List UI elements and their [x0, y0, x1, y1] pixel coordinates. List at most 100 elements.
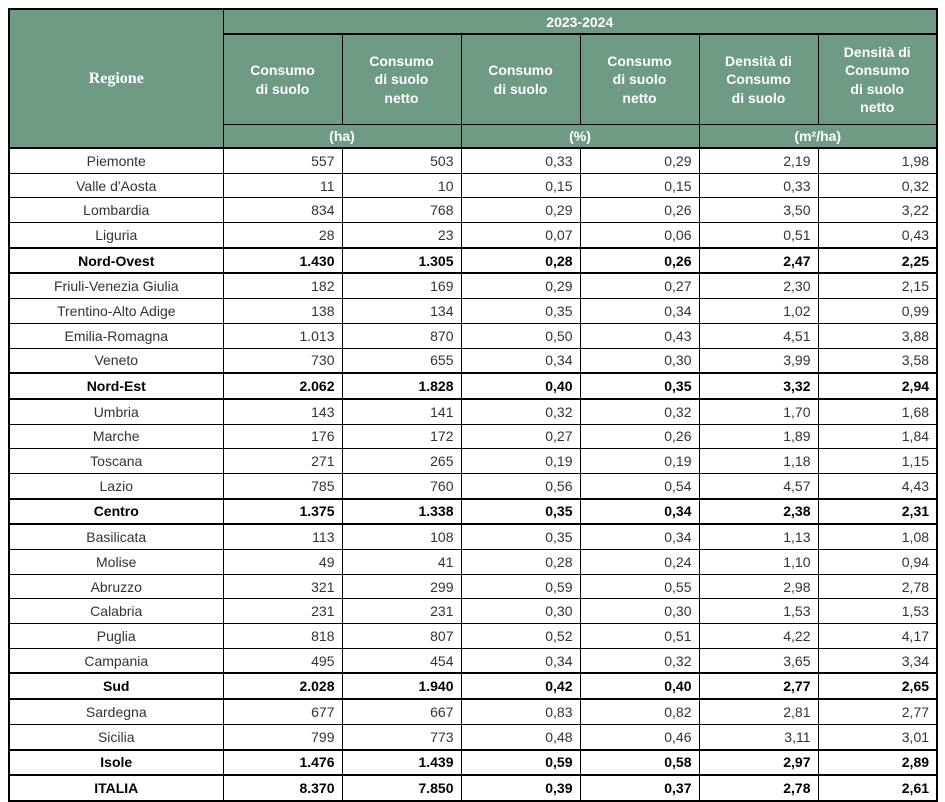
value-cell: 0,15 — [579, 172, 700, 199]
value-cell: 0,94 — [817, 549, 938, 575]
table-row: Valle d'Aosta 11 10 0,15 0,15 0,33 0,32 — [8, 172, 938, 199]
value-cell: 0,30 — [579, 347, 700, 374]
value-cell: 2,31 — [817, 497, 938, 526]
value-cell: 2,97 — [698, 748, 819, 777]
value-cell: 141 — [341, 398, 462, 425]
value-cell: 1,08 — [817, 523, 938, 551]
value-cell: 2,89 — [817, 748, 938, 777]
value-cell: 0,83 — [460, 698, 581, 725]
value-cell: 0,43 — [579, 322, 700, 349]
value-cell: 0,35 — [460, 298, 581, 324]
region-name-cell: Liguria — [8, 222, 224, 249]
value-cell: 0,51 — [698, 222, 819, 249]
region-name-cell: Molise — [8, 549, 224, 575]
value-cell: 0,29 — [579, 147, 700, 174]
value-cell: 2,98 — [698, 573, 819, 600]
region-name-cell: Centro — [8, 497, 224, 526]
region-name-cell: Abruzzo — [8, 573, 224, 600]
value-cell: 0,27 — [579, 272, 700, 300]
value-cell: 768 — [341, 197, 462, 224]
value-cell: 265 — [341, 448, 462, 474]
value-cell: 730 — [222, 347, 343, 374]
value-cell: 1,89 — [698, 423, 819, 450]
value-cell: 271 — [222, 448, 343, 474]
value-cell: 0,52 — [460, 623, 581, 649]
region-name-cell: Toscana — [8, 448, 224, 474]
value-cell: 138 — [222, 298, 343, 324]
value-cell: 0,34 — [460, 347, 581, 374]
region-name-cell: Lombardia — [8, 197, 224, 224]
value-cell: 2.028 — [222, 672, 343, 701]
region-name-cell: Umbria — [8, 398, 224, 425]
value-cell: 7.850 — [341, 774, 462, 802]
value-cell: 4,43 — [817, 472, 938, 500]
value-cell: 0,30 — [579, 598, 700, 625]
value-cell: 2,47 — [698, 246, 819, 275]
region-name-cell: Sicilia — [8, 723, 224, 751]
table-row: Toscana 271 265 0,19 0,19 1,18 1,15 — [8, 448, 938, 474]
value-cell: 1.940 — [341, 672, 462, 701]
value-cell: 0,48 — [460, 723, 581, 751]
column-header-densita: Densità di Consumo di suolo — [698, 33, 819, 125]
summary-row: Isole 1.476 1.439 0,59 0,58 2,97 2,89 — [8, 748, 938, 777]
value-cell: 0,27 — [460, 423, 581, 450]
region-name-cell: Basilicata — [8, 523, 224, 551]
table-row: Abruzzo 321 299 0,59 0,55 2,98 2,78 — [8, 573, 938, 600]
value-cell: 1,68 — [817, 398, 938, 425]
value-cell: 0,58 — [579, 748, 700, 777]
value-cell: 2,77 — [698, 672, 819, 701]
region-name-cell: Piemonte — [8, 147, 224, 174]
value-cell: 0,19 — [579, 448, 700, 474]
region-name-cell: Isole — [8, 748, 224, 777]
value-cell: 0,19 — [460, 448, 581, 474]
value-cell: 2,65 — [817, 672, 938, 701]
summary-row: Nord-Ovest 1.430 1.305 0,28 0,26 2,47 2,25 — [8, 246, 938, 275]
value-cell: 0,37 — [579, 774, 700, 802]
value-cell: 41 — [341, 549, 462, 575]
value-cell: 1,53 — [698, 598, 819, 625]
value-cell: 108 — [341, 523, 462, 551]
value-cell: 1.338 — [341, 497, 462, 526]
value-cell: 321 — [222, 573, 343, 600]
value-cell: 870 — [341, 322, 462, 349]
table-row: Calabria 231 231 0,30 0,30 1,53 1,53 — [8, 598, 938, 625]
value-cell: 557 — [222, 147, 343, 174]
value-cell: 818 — [222, 623, 343, 649]
value-cell: 3,11 — [698, 723, 819, 751]
value-cell: 1,18 — [698, 448, 819, 474]
value-cell: 0,32 — [817, 172, 938, 199]
value-cell: 3,01 — [817, 723, 938, 751]
value-cell: 0,26 — [579, 246, 700, 275]
value-cell: 0,28 — [460, 549, 581, 575]
value-cell: 0,33 — [698, 172, 819, 199]
value-cell: 785 — [222, 472, 343, 500]
value-cell: 2,38 — [698, 497, 819, 526]
value-cell: 0,29 — [460, 272, 581, 300]
column-header-densita-netto: Densità di Consumo di suolo netto — [817, 33, 938, 125]
value-cell: 0,34 — [579, 298, 700, 324]
region-name-cell: Sardegna — [8, 698, 224, 725]
region-name-cell: Campania — [8, 647, 224, 674]
value-cell: 0,06 — [579, 222, 700, 249]
column-header-consumo-netto-ha: Consumo di suolo netto — [341, 33, 462, 125]
unit-header-m2ha: (m²/ha) — [698, 124, 938, 149]
value-cell: 4,17 — [817, 623, 938, 649]
value-cell: 807 — [341, 623, 462, 649]
table-row: Basilicata 113 108 0,35 0,34 1,13 1,08 — [8, 523, 938, 551]
value-cell: 454 — [341, 647, 462, 674]
value-cell: 2,30 — [698, 272, 819, 300]
region-name-cell: Nord-Ovest — [8, 246, 224, 275]
value-cell: 3,65 — [698, 647, 819, 674]
table-row: Veneto 730 655 0,34 0,30 3,99 3,58 — [8, 347, 938, 374]
table-row: Umbria 143 141 0,32 0,32 1,70 1,68 — [8, 398, 938, 425]
region-name-cell: Lazio — [8, 472, 224, 500]
value-cell: 667 — [341, 698, 462, 725]
value-cell: 2,81 — [698, 698, 819, 725]
value-cell: 0,30 — [460, 598, 581, 625]
value-cell: 169 — [341, 272, 462, 300]
value-cell: 3,50 — [698, 197, 819, 224]
value-cell: 0,39 — [460, 774, 581, 802]
value-cell: 834 — [222, 197, 343, 224]
value-cell: 503 — [341, 147, 462, 174]
